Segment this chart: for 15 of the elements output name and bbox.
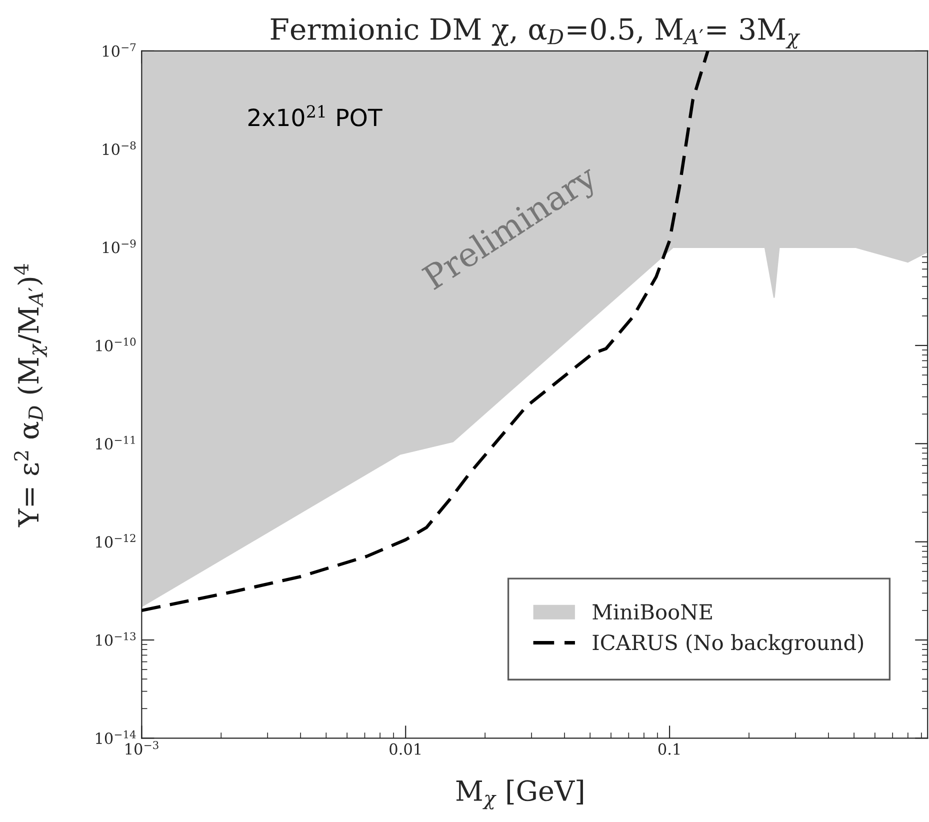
y-tick-label: 10$^{−12}$: [96, 534, 136, 548]
y-tick-label: 10$^{−8}$: [102, 141, 136, 156]
x-axis-title: M$_{χ}$ [GeV]: [456, 780, 583, 810]
y-tick-label: 10$^{−13}$: [96, 632, 136, 646]
annotation: 2x10$^{21}$ POT: [248, 105, 382, 126]
legend-label: ICARUS (No background): [592, 634, 864, 655]
x-tick-label: 0.01: [390, 743, 420, 755]
text: Y= ε$^{2}$ α$_{D}$ (M$_{χ}$/M$_{A′}$)$^{4}$: [14, 264, 48, 528]
y-tick-label: 10$^{−10}$: [96, 338, 136, 352]
legend-label: MiniBooNE: [592, 604, 712, 620]
x-tick-label: 0.1: [658, 743, 680, 755]
y-tick-label: 10$^{−9}$: [102, 240, 136, 254]
y-tick-label: 10$^{−7}$: [102, 43, 136, 57]
y-tick-label: 10$^{−11}$: [96, 436, 135, 450]
chart-title: Fermionic DM χ, α$_{D}$=0.5, M$_{A′}$= 3M$_{χ}$: [270, 18, 800, 49]
